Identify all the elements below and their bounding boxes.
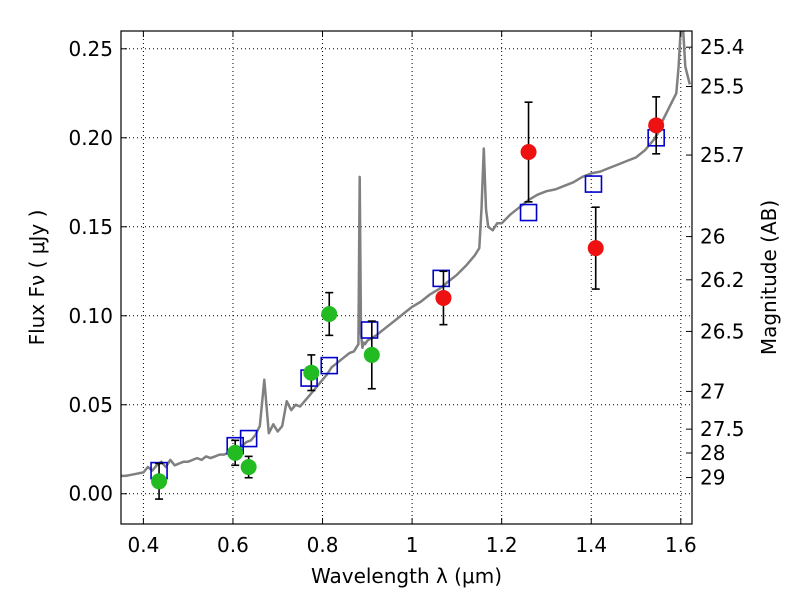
photometry-point <box>227 444 244 461</box>
magnitude-tick-label: 27.5 <box>700 417 745 441</box>
spectrum-series <box>121 31 692 478</box>
y-ticks: 0.00 0.05 0.10 0.15 0.20 0.25 <box>68 37 127 506</box>
photometry-point <box>363 346 380 363</box>
y-tick-label: 0.00 <box>68 482 113 506</box>
y-axis-label: Flux Fν ( μJy ) <box>25 210 49 346</box>
y-tick-label: 0.05 <box>68 393 113 417</box>
x-axis-label: Wavelength λ (μm) <box>311 564 502 588</box>
y-tick-label: 0.20 <box>68 126 113 150</box>
x-tick-label: 1.2 <box>486 533 518 557</box>
x-tick-label: 0.4 <box>127 533 159 557</box>
grid-lines <box>121 31 692 524</box>
model-square-point <box>519 203 538 222</box>
photometry-point <box>587 240 604 257</box>
magnitude-tick-label: 28 <box>700 441 725 465</box>
error-bars <box>155 96 661 500</box>
model-squares <box>150 128 665 480</box>
magnitude-tick-label: 25.7 <box>700 143 745 167</box>
model-square-point <box>239 429 258 448</box>
photometry-point <box>303 364 320 381</box>
model-square-point <box>320 356 339 375</box>
plot-frame <box>120 30 693 525</box>
model-square-point <box>360 321 379 339</box>
x-tick-label: 0.6 <box>217 533 249 557</box>
spectrum-line <box>121 31 692 478</box>
y-tick-label: 0.25 <box>68 37 113 61</box>
magnitude-tick-label: 26.5 <box>700 319 745 343</box>
x-tick-label: 1.6 <box>665 533 697 557</box>
magnitude-axis-label: Magnitude (AB) <box>757 200 781 355</box>
x-tick-label: 1 <box>406 533 419 557</box>
model-square-point <box>432 269 451 288</box>
magnitude-tick-label: 26.2 <box>700 268 745 292</box>
magnitude-tick-label: 25.4 <box>700 35 745 59</box>
model-square-point <box>584 175 603 193</box>
photometry-point <box>151 473 168 490</box>
photometry-point <box>520 144 537 161</box>
photometry-points <box>151 117 665 490</box>
magnitude-tick-label: 25.5 <box>700 75 745 99</box>
x-tick-label: 1.4 <box>575 533 607 557</box>
photometry-point <box>321 305 338 322</box>
photometry-point <box>435 289 452 306</box>
y-tick-label: 0.10 <box>68 304 113 328</box>
x-ticks: 0.4 0.6 0.8 1 1.2 1.4 1.6 <box>127 31 697 557</box>
photometry-point <box>648 117 665 134</box>
magnitude-tick-label: 27 <box>700 379 725 403</box>
x-tick-label: 0.8 <box>307 533 339 557</box>
magnitude-tick-label: 29 <box>700 466 725 490</box>
y-tick-label: 0.15 <box>68 215 113 239</box>
photometry-point <box>240 459 257 476</box>
magnitude-tick-label: 26 <box>700 225 725 249</box>
